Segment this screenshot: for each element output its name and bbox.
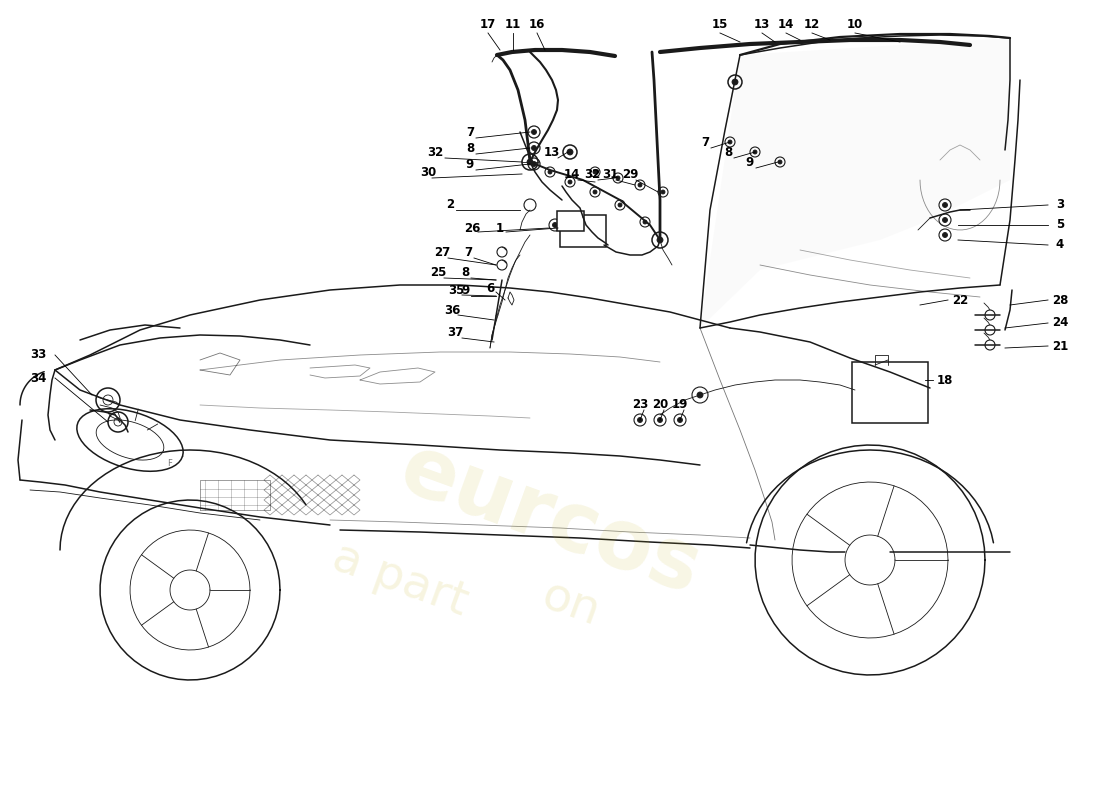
FancyBboxPatch shape [560, 215, 606, 247]
Text: 2: 2 [446, 198, 454, 211]
Text: 33: 33 [30, 349, 46, 362]
Text: 34: 34 [30, 371, 46, 385]
Circle shape [678, 418, 682, 422]
Text: 32: 32 [584, 169, 601, 182]
Circle shape [593, 190, 597, 194]
Text: 26: 26 [464, 222, 481, 234]
Text: on: on [535, 574, 605, 636]
Text: 28: 28 [1052, 294, 1068, 306]
Circle shape [943, 233, 947, 238]
Circle shape [754, 150, 757, 154]
Text: 14: 14 [564, 169, 580, 182]
FancyBboxPatch shape [557, 211, 584, 231]
Text: 17: 17 [480, 18, 496, 31]
Circle shape [531, 162, 537, 166]
Text: 9: 9 [466, 158, 474, 170]
Text: 32: 32 [427, 146, 443, 158]
Text: 5: 5 [1056, 218, 1064, 231]
Text: eurcos: eurcos [388, 428, 712, 612]
Circle shape [657, 237, 663, 243]
Text: 23: 23 [631, 398, 648, 411]
Text: 9: 9 [461, 283, 469, 297]
Polygon shape [700, 38, 1010, 328]
Circle shape [527, 159, 534, 165]
Text: 8: 8 [461, 266, 469, 278]
Circle shape [658, 418, 662, 422]
Circle shape [661, 190, 666, 194]
Text: 7: 7 [464, 246, 472, 258]
Text: 13: 13 [543, 146, 560, 158]
Circle shape [531, 130, 537, 134]
Circle shape [618, 203, 621, 207]
Circle shape [593, 170, 597, 174]
Text: 24: 24 [1052, 317, 1068, 330]
Text: 35: 35 [448, 283, 464, 297]
Circle shape [943, 202, 947, 207]
Circle shape [548, 170, 552, 174]
Text: 18: 18 [937, 374, 954, 386]
Text: 14: 14 [778, 18, 794, 31]
Circle shape [943, 218, 947, 222]
Text: 19: 19 [672, 398, 689, 411]
Text: 7: 7 [701, 135, 710, 149]
Text: 8: 8 [724, 146, 733, 158]
Text: 10: 10 [847, 18, 864, 31]
Circle shape [778, 160, 782, 164]
Text: 11: 11 [505, 18, 521, 31]
Text: 30: 30 [420, 166, 436, 178]
Circle shape [732, 79, 738, 85]
Text: 8: 8 [466, 142, 474, 154]
Text: 9: 9 [746, 155, 755, 169]
Circle shape [566, 149, 573, 155]
Text: 4: 4 [1056, 238, 1064, 251]
Circle shape [638, 418, 642, 422]
Text: F: F [167, 459, 173, 469]
Text: 27: 27 [433, 246, 450, 258]
Circle shape [616, 176, 620, 180]
FancyBboxPatch shape [852, 362, 928, 423]
Text: 25: 25 [430, 266, 447, 278]
Circle shape [728, 140, 732, 144]
Circle shape [568, 180, 572, 184]
Circle shape [638, 183, 642, 187]
Text: 1: 1 [496, 222, 504, 234]
Text: 13: 13 [754, 18, 770, 31]
Circle shape [644, 220, 647, 224]
Text: 6: 6 [486, 282, 494, 294]
Text: a part: a part [326, 534, 474, 626]
Text: 22: 22 [952, 294, 968, 306]
Text: 37: 37 [447, 326, 463, 338]
Text: 12: 12 [804, 18, 821, 31]
Circle shape [531, 146, 537, 150]
Circle shape [697, 392, 703, 398]
Text: 29: 29 [621, 169, 638, 182]
Text: 16: 16 [529, 18, 546, 31]
Text: 36: 36 [443, 303, 460, 317]
Text: 3: 3 [1056, 198, 1064, 211]
Circle shape [552, 222, 558, 227]
Text: 20: 20 [652, 398, 668, 411]
Text: 21: 21 [1052, 339, 1068, 353]
Text: 7: 7 [466, 126, 474, 138]
Text: 15: 15 [712, 18, 728, 31]
Text: 31: 31 [602, 169, 618, 182]
